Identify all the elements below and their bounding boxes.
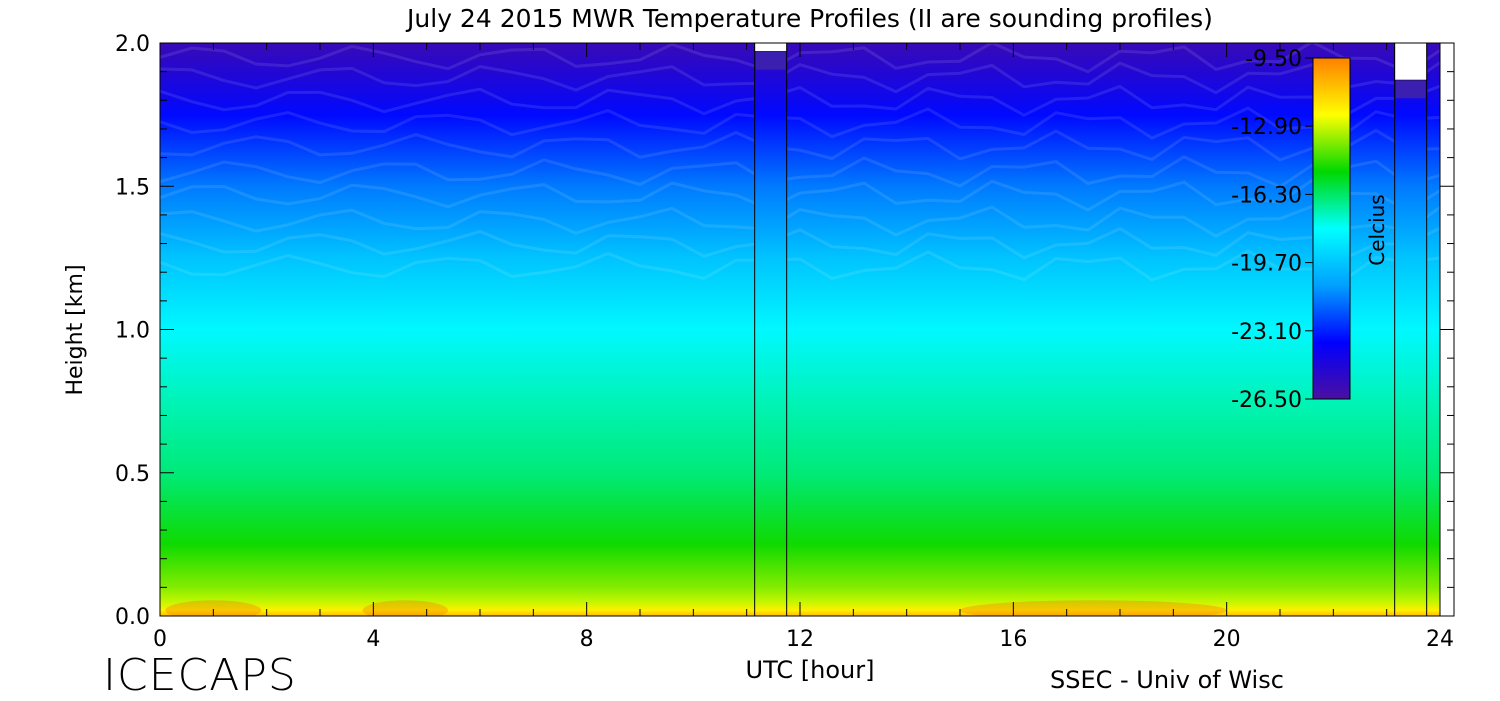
x-tick-label: 4 <box>366 627 380 652</box>
colorbar-tick-label: -12.90 <box>1231 115 1302 140</box>
x-axis: 0 4 8 12 16 20 24 <box>153 43 1454 652</box>
y-axis: 0.0 0.5 1.0 1.5 2.0 <box>115 32 1455 630</box>
colorbar-ticks: -9.50 -12.90 -16.30 -19.70 -23.10 -26.50 <box>1231 47 1313 413</box>
colorbar-scale <box>1312 57 1351 400</box>
plot-area <box>160 43 1440 616</box>
sounding-profiles <box>754 42 1428 617</box>
contour-ripple <box>160 61 1440 95</box>
contour-ripple <box>160 84 1440 118</box>
contour-ripple <box>160 155 1440 189</box>
sounding-profile-top <box>1394 42 1428 81</box>
footer-institution: SSEC - Univ of Wisc <box>1050 666 1284 694</box>
contour-ripple <box>160 226 1440 261</box>
y-tick-label: 0.5 <box>115 462 150 487</box>
contour-ripple <box>160 128 1440 162</box>
colorbar-tick-label: -23.10 <box>1231 320 1302 345</box>
colorbar: -9.50 -12.90 -16.30 -19.70 -23.10 -26.50 Celc… <box>1231 47 1389 413</box>
sounding-profile-top <box>754 42 788 53</box>
x-tick-label: 20 <box>1213 627 1241 652</box>
contour-ripple <box>160 106 1440 140</box>
sounding-profile <box>754 42 788 617</box>
sounding-profile-cap <box>1395 80 1426 99</box>
colorbar-tick-label: -16.30 <box>1231 183 1302 208</box>
y-tick-label: 0.0 <box>115 605 150 630</box>
colorbar-tick-label: -19.70 <box>1231 252 1302 277</box>
y-tick-label: 1.0 <box>115 319 150 344</box>
y-axis-label: Height [km] <box>63 264 88 395</box>
surface-warm-spot <box>165 600 262 616</box>
chart-title: July 24 2015 MWR Temperature Profiles (I… <box>405 4 1213 33</box>
surface-warm-spot <box>960 600 1227 616</box>
contour-ripple <box>160 204 1440 238</box>
contour-ripple <box>160 178 1440 213</box>
temperature-field <box>160 43 1440 616</box>
x-tick-label: 0 <box>153 627 167 652</box>
x-tick-label: 24 <box>1426 627 1454 652</box>
colorbar-tick-label: -9.50 <box>1245 47 1302 72</box>
colorbar-tick-label: -26.50 <box>1231 388 1302 413</box>
x-tick-label: 8 <box>580 627 594 652</box>
x-axis-label: UTC [hour] <box>746 656 875 684</box>
x-tick-label: 12 <box>786 627 814 652</box>
footer-project-name: ICECAPS <box>103 650 297 701</box>
surface-warm-spot <box>362 600 448 616</box>
y-tick-label: 2.0 <box>115 32 150 57</box>
wave-overlays <box>160 43 1440 616</box>
x-tick-label: 16 <box>999 627 1027 652</box>
y-tick-label: 1.5 <box>115 175 150 200</box>
sounding-profile-cap <box>755 51 786 70</box>
colorbar-label: Celcius <box>1365 194 1389 265</box>
sounding-profile <box>1394 42 1428 617</box>
contour-ripple <box>160 249 1440 282</box>
